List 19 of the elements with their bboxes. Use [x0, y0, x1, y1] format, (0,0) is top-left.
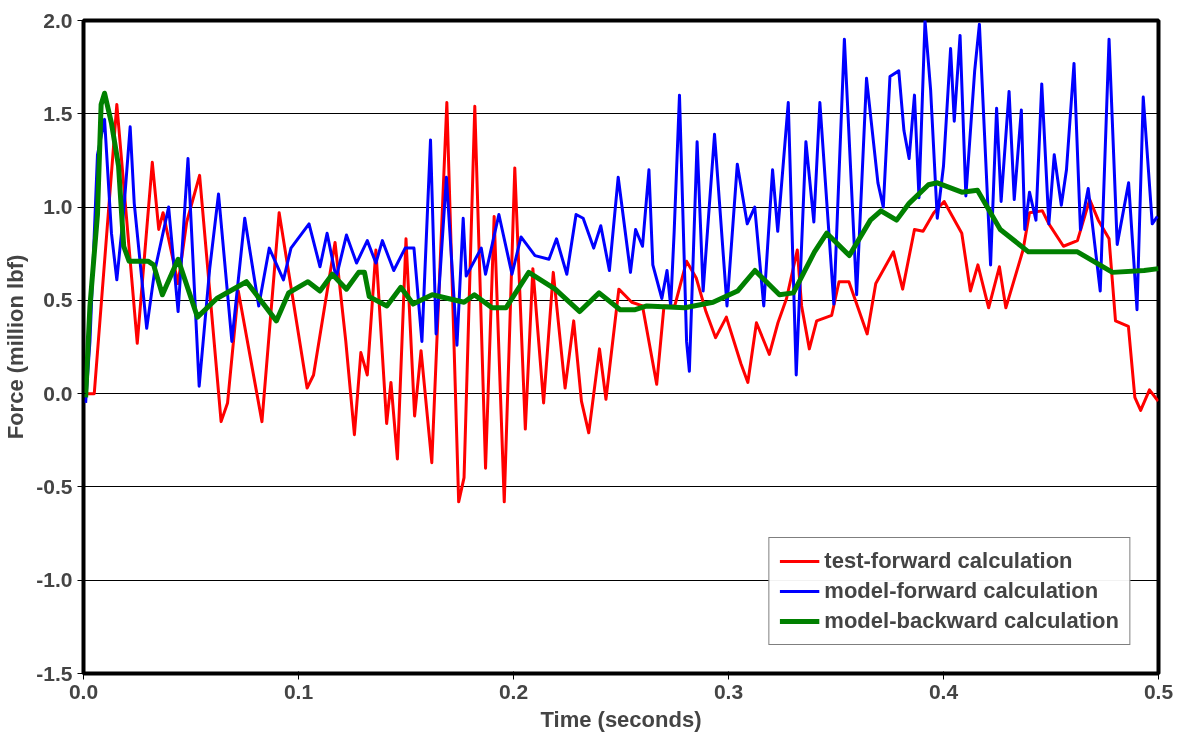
x-tick-label: 0.2	[498, 679, 529, 703]
y-tick-label: 1.0	[43, 195, 73, 219]
legend-label: model-backward calculation	[824, 608, 1119, 634]
legend-label: model-forward calculation	[824, 578, 1099, 604]
y-axis-title: Force (million lbf)	[3, 254, 29, 440]
y-tick-label: 1.5	[43, 101, 73, 125]
x-tick-label: 0.1	[283, 679, 314, 703]
x-tick-label: 0.5	[1143, 679, 1174, 703]
x-tick-label: 0.3	[713, 679, 744, 703]
legend-label: test-forward calculation	[824, 548, 1073, 574]
line-series	[84, 20, 1159, 405]
y-tick-label: 0.5	[43, 288, 73, 312]
x-tick-label: 0.4	[928, 679, 959, 703]
y-tick-label: -0.5	[36, 474, 73, 498]
y-tick-label: 0.0	[43, 381, 73, 405]
y-tick-label: -1.0	[36, 568, 73, 592]
y-tick-label: -1.5	[36, 661, 73, 685]
y-tick-label: 2.0	[43, 8, 73, 32]
x-axis-title: Time (seconds)	[540, 706, 702, 732]
